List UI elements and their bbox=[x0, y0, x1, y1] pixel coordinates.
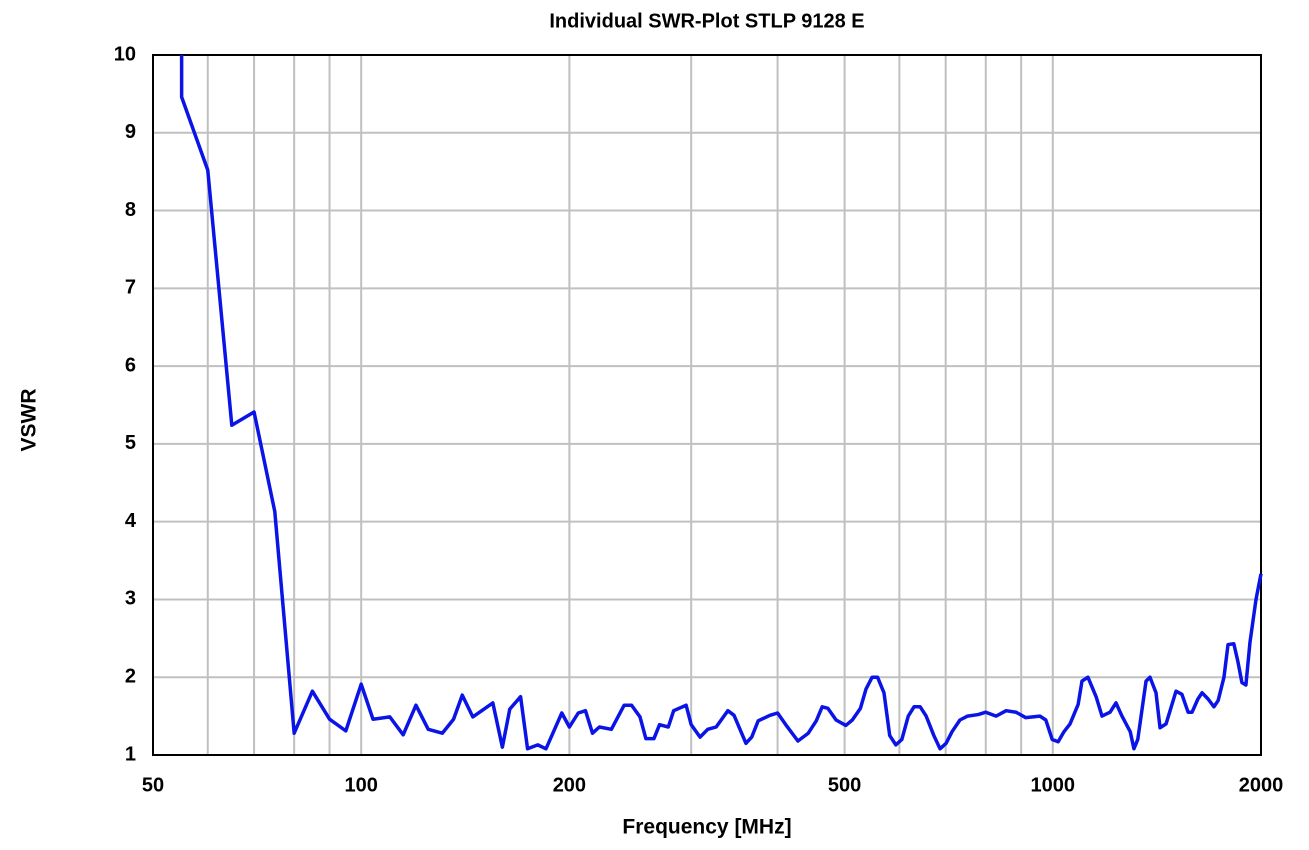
y-tick-label: 9 bbox=[125, 121, 136, 143]
x-tick-label: 200 bbox=[553, 774, 586, 796]
x-tick-label: 50 bbox=[142, 774, 164, 796]
plot-frame bbox=[152, 54, 1262, 756]
data-line bbox=[179, 55, 1263, 751]
y-tick-label: 2 bbox=[125, 666, 136, 688]
chart-title: Individual SWR-Plot STLP 9128 E bbox=[549, 10, 864, 32]
x-tick-label: 1000 bbox=[1031, 774, 1076, 796]
y-tick-label: 6 bbox=[125, 354, 136, 376]
x-tick-label: 2000 bbox=[1239, 774, 1284, 796]
y-tick-label: 1 bbox=[125, 743, 136, 765]
x-tick-label: 500 bbox=[828, 774, 861, 796]
y-tick-label: 8 bbox=[125, 199, 136, 221]
y-tick-label: 4 bbox=[125, 510, 137, 532]
x-tick-label: 100 bbox=[345, 774, 378, 796]
y-tick-label: 7 bbox=[125, 277, 136, 299]
y-tick-label: 3 bbox=[125, 588, 136, 610]
x-axis-label: Frequency [MHz] bbox=[622, 816, 791, 839]
y-tick-label: 5 bbox=[125, 432, 136, 454]
y-axis-label: VSWR bbox=[18, 389, 41, 452]
y-tick-label: 10 bbox=[114, 43, 136, 65]
